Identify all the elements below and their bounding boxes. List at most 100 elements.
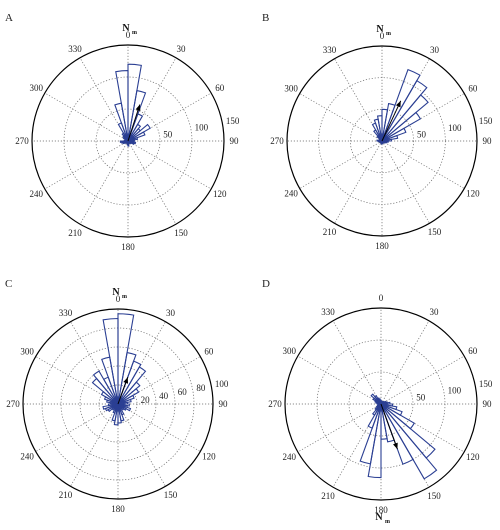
angle-tick-label: 120 — [213, 189, 227, 199]
mean-direction-arrowhead — [135, 104, 141, 111]
angle-tick-label: 0 — [126, 30, 131, 40]
histogram-bar — [127, 123, 151, 142]
histogram-bar — [126, 140, 129, 146]
mean-direction-arrowhead — [395, 100, 401, 108]
angle-tick-label: 60 — [215, 83, 225, 93]
angle-tick-label: 90 — [483, 136, 493, 146]
angle-tick-label: 150 — [428, 227, 442, 237]
angle-tick-label: 330 — [323, 45, 337, 55]
radial-grid-circle — [79, 365, 157, 443]
angle-tick-label: 240 — [29, 189, 43, 199]
radial-tick-label: 20 — [141, 395, 151, 405]
radial-tick-label: 150 — [226, 116, 240, 126]
histogram-bar — [376, 139, 383, 142]
north-label: N — [112, 287, 120, 298]
radial-grid-circle — [349, 108, 415, 174]
angular-grid-line — [127, 140, 212, 190]
histogram-bar — [374, 403, 382, 411]
histogram-bar — [117, 403, 132, 412]
histogram-bar — [127, 140, 137, 145]
north-label: N — [376, 24, 384, 35]
angular-grid-line — [79, 140, 129, 225]
histogram-bar — [115, 70, 129, 142]
histogram-bar — [117, 366, 147, 405]
histogram-bar — [371, 403, 382, 416]
histogram-bar — [127, 140, 132, 145]
histogram-bar — [127, 140, 133, 145]
histogram-bar — [379, 399, 382, 405]
angle-tick-label: 330 — [59, 308, 73, 318]
histogram-bar — [377, 397, 382, 405]
angular-grid-line — [297, 355, 382, 405]
north-label-subscript: m — [122, 294, 127, 300]
angle-tick-label: 300 — [29, 83, 43, 93]
histogram-bar — [367, 403, 382, 479]
angular-grid-line — [117, 403, 166, 487]
radial-tick-label: 100 — [215, 379, 229, 389]
histogram-bar — [112, 403, 119, 414]
radial-tick-label: 50 — [417, 129, 427, 139]
angular-grid-line — [44, 140, 129, 190]
angle-tick-label: 150 — [164, 490, 178, 500]
histogram-bar — [113, 403, 119, 426]
histogram-bar — [107, 403, 119, 407]
angle-tick-label: 240 — [284, 189, 298, 199]
radial-tick-label: 150 — [479, 116, 493, 126]
histogram-bar — [92, 370, 119, 405]
histogram-bar — [117, 381, 141, 405]
angle-tick-label: 30 — [430, 307, 440, 317]
histogram-bar — [117, 403, 125, 411]
histogram-bar — [367, 403, 382, 429]
panel-letter: C — [5, 278, 12, 290]
north-label: N — [375, 512, 383, 523]
mean-direction-arrowhead — [123, 377, 129, 384]
outer-circle — [284, 307, 478, 501]
histogram-bar — [381, 140, 385, 144]
angular-grid-line — [381, 140, 465, 189]
polar-panel-d: D 0 30 60 90 120 150 180 210 240 270 300 330 50 100 150… — [262, 278, 493, 525]
histogram-bar — [117, 351, 137, 405]
angle-tick-label: 150 — [174, 228, 188, 238]
histogram-bar — [127, 137, 139, 142]
radial-tick-label: 100 — [448, 123, 462, 133]
histogram-bar — [381, 140, 387, 144]
histogram-bar — [126, 140, 129, 145]
histogram-bar — [376, 403, 382, 407]
histogram-bar — [380, 403, 438, 480]
histogram-bar — [124, 139, 129, 142]
outer-circle — [22, 308, 214, 500]
mean-direction-arrow — [380, 403, 398, 450]
angle-tick-label: 300 — [282, 346, 296, 356]
angle-tick-label: 30 — [430, 45, 440, 55]
histogram-bar — [370, 393, 382, 405]
polar-panel-b: B 0 30 60 90 120 150 180 210 240 270 300 330 50 100 150… — [262, 12, 493, 251]
radial-grid-circle — [348, 371, 414, 437]
angular-grid-line — [127, 140, 177, 225]
angle-tick-label: 210 — [68, 228, 82, 238]
radial-tick-label: 80 — [196, 383, 206, 393]
histogram-bar — [381, 127, 407, 142]
angle-tick-label: 270 — [270, 136, 284, 146]
angle-tick-label: 0 — [380, 31, 385, 41]
angular-grid-line — [117, 403, 201, 452]
histogram-bar — [381, 68, 421, 142]
angular-grid-line — [299, 93, 383, 142]
histogram-bar — [378, 398, 382, 405]
histogram-bar — [117, 360, 142, 405]
histogram-bar — [117, 387, 140, 405]
angle-tick-label: 180 — [374, 505, 388, 515]
radial-tick-label: 50 — [163, 129, 173, 139]
histogram-bar — [127, 140, 135, 145]
angle-tick-label: 0 — [116, 294, 121, 304]
histogram-bar — [375, 403, 382, 409]
histogram-bar — [102, 317, 119, 405]
angle-tick-label: 270 — [268, 399, 282, 409]
histogram-bar — [102, 403, 119, 410]
mean-direction-arrow — [381, 100, 402, 142]
angle-tick-label: 210 — [59, 490, 73, 500]
histogram-bar — [127, 123, 142, 142]
angular-grid-line — [35, 403, 119, 452]
angle-tick-label: 90 — [230, 136, 240, 146]
angular-grid-line — [381, 140, 430, 224]
angle-tick-label: 120 — [466, 452, 480, 462]
